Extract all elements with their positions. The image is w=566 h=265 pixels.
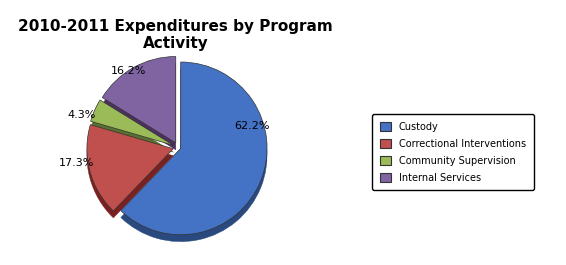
Wedge shape	[87, 125, 173, 211]
Legend: Custody, Correctional Interventions, Community Supervision, Internal Services: Custody, Correctional Interventions, Com…	[372, 114, 534, 190]
Text: 17.3%: 17.3%	[59, 158, 94, 168]
Text: 62.2%: 62.2%	[234, 121, 269, 131]
Wedge shape	[102, 63, 176, 150]
Text: 4.3%: 4.3%	[67, 110, 96, 120]
Wedge shape	[102, 56, 176, 143]
Text: 2010-2011 Expenditures by Program
Activity: 2010-2011 Expenditures by Program Activi…	[18, 19, 333, 51]
Wedge shape	[91, 100, 174, 145]
Wedge shape	[121, 62, 267, 235]
Text: 16.2%: 16.2%	[110, 67, 146, 76]
Wedge shape	[87, 131, 173, 218]
Wedge shape	[91, 107, 174, 152]
Wedge shape	[121, 69, 267, 242]
